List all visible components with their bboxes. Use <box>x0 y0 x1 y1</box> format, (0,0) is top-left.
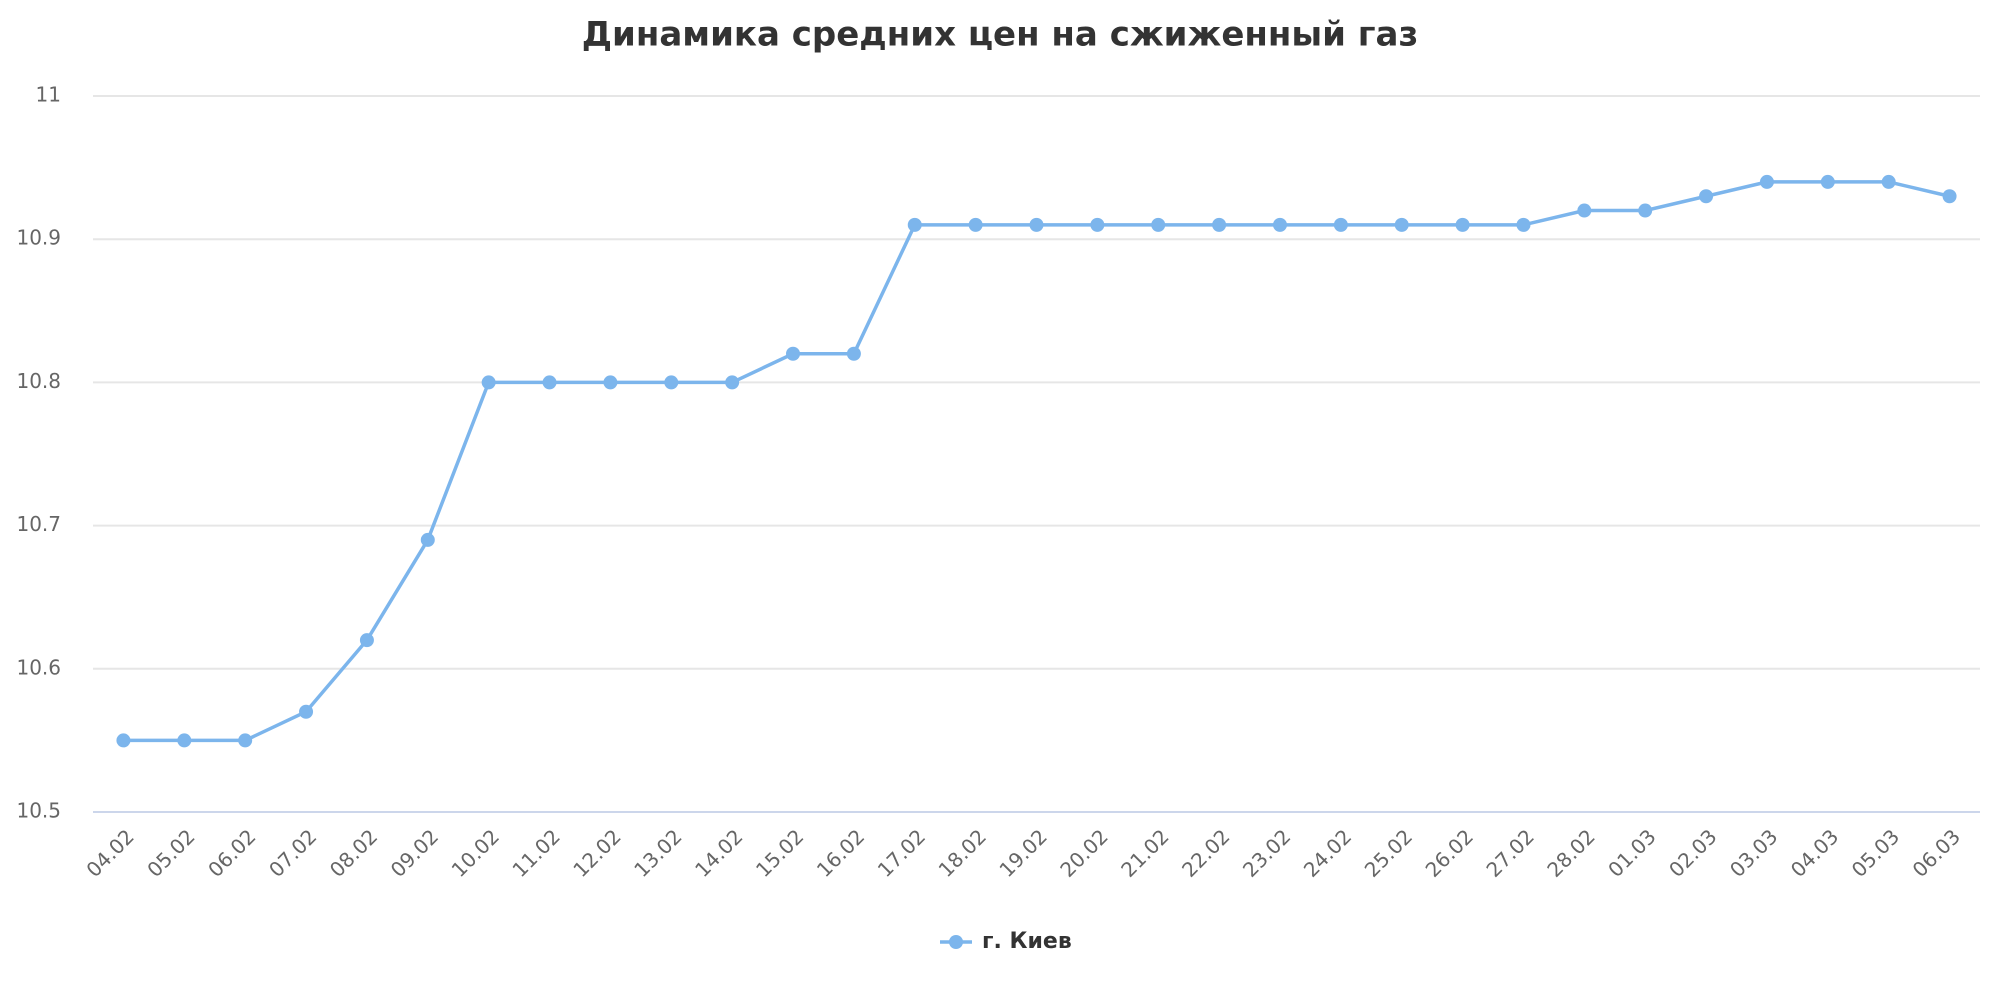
x-tick-label: 27.02 <box>1481 824 1538 881</box>
data-point <box>542 375 557 390</box>
x-tick-label: 01.03 <box>1603 824 1660 881</box>
x-tick-label: 24.02 <box>1299 824 1356 881</box>
data-point <box>664 375 679 390</box>
data-point <box>907 217 922 232</box>
x-tick-label: 25.02 <box>1360 824 1417 881</box>
data-point <box>1212 217 1227 232</box>
x-tick-label: 20.02 <box>1055 824 1112 881</box>
x-tick-label: 04.02 <box>81 824 138 881</box>
x-tick-label: 26.02 <box>1421 824 1478 881</box>
data-point <box>1759 174 1774 189</box>
x-tick-label: 03.03 <box>1725 824 1782 881</box>
data-point <box>1942 189 1957 204</box>
x-tick-label: 18.02 <box>934 824 991 881</box>
legend-label: г. Киев <box>982 929 1072 954</box>
data-point <box>725 375 740 390</box>
x-tick-label: 09.02 <box>386 824 443 881</box>
legend-marker <box>949 935 963 949</box>
x-tick-label: 22.02 <box>1177 824 1234 881</box>
x-tick-label: 15.02 <box>751 824 808 881</box>
data-point <box>1090 217 1105 232</box>
x-tick-label: 06.03 <box>1908 824 1965 881</box>
data-point <box>1881 174 1896 189</box>
data-point <box>968 217 983 232</box>
data-point <box>359 633 374 648</box>
data-point <box>846 346 861 361</box>
x-tick-label: 05.02 <box>142 824 199 881</box>
x-tick-label: 19.02 <box>994 824 1051 881</box>
data-point <box>420 532 435 547</box>
x-tick-label: 11.02 <box>507 824 564 881</box>
data-point <box>1394 217 1409 232</box>
x-tick-label: 05.03 <box>1847 824 1904 881</box>
data-point <box>1516 217 1531 232</box>
data-point <box>177 733 192 748</box>
y-tick-label: 10.8 <box>16 369 61 393</box>
data-point <box>786 346 801 361</box>
x-tick-label: 06.02 <box>203 824 260 881</box>
x-tick-label: 10.02 <box>447 824 504 881</box>
data-point <box>1699 189 1714 204</box>
data-point <box>1151 217 1166 232</box>
x-tick-label: 21.02 <box>1116 824 1173 881</box>
x-tick-label: 12.02 <box>568 824 625 881</box>
data-point <box>1455 217 1470 232</box>
x-tick-label: 28.02 <box>1542 824 1599 881</box>
data-point <box>481 375 496 390</box>
x-tick-label: 23.02 <box>1238 824 1295 881</box>
x-tick-label: 08.02 <box>325 824 382 881</box>
data-point <box>603 375 618 390</box>
data-point <box>299 704 314 719</box>
data-point <box>1820 174 1835 189</box>
data-point <box>116 733 131 748</box>
data-point <box>1029 217 1044 232</box>
series-line <box>123 180 1950 743</box>
data-point <box>1577 203 1592 218</box>
x-tick-label: 02.03 <box>1664 824 1721 881</box>
y-tick-label: 10.6 <box>16 655 61 679</box>
x-tick-label: 13.02 <box>629 824 686 881</box>
y-tick-label: 10.5 <box>16 799 61 823</box>
x-tick-label: 14.02 <box>690 824 747 881</box>
y-tick-label: 11 <box>36 83 61 107</box>
chart-title: Динамика средних цен на сжиженный газ <box>582 15 1419 55</box>
x-tick-label: 17.02 <box>873 824 930 881</box>
y-tick-label: 10.9 <box>16 226 61 250</box>
x-tick-label: 16.02 <box>812 824 869 881</box>
y-tick-label: 10.7 <box>16 512 61 536</box>
data-point <box>1272 217 1287 232</box>
data-point <box>1638 203 1653 218</box>
data-point <box>238 733 253 748</box>
x-tick-label: 04.03 <box>1786 824 1843 881</box>
x-tick-label: 07.02 <box>264 824 321 881</box>
data-point <box>1333 217 1348 232</box>
